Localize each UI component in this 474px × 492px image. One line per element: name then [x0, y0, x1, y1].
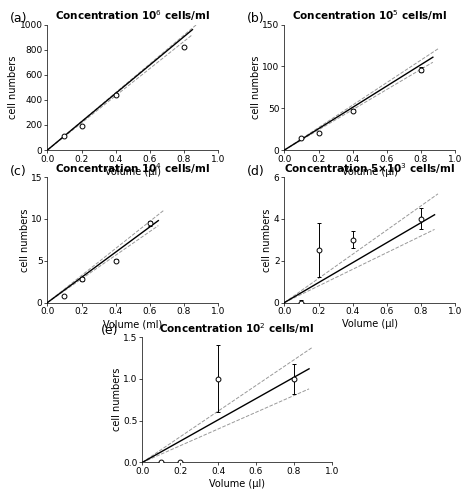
Title: Concentration 10$^{6}$ cells/ml: Concentration 10$^{6}$ cells/ml — [55, 9, 210, 24]
Text: (e): (e) — [100, 325, 118, 338]
X-axis label: Volume (μl): Volume (μl) — [342, 167, 398, 177]
X-axis label: Volume (μl): Volume (μl) — [342, 319, 398, 329]
Text: (d): (d) — [247, 164, 264, 178]
Title: Concentration 10$^{2}$ cells/ml: Concentration 10$^{2}$ cells/ml — [159, 321, 315, 336]
Title: Concentration 5×10$^{3}$ cells/ml: Concentration 5×10$^{3}$ cells/ml — [284, 161, 456, 176]
Y-axis label: cell numbers: cell numbers — [251, 56, 261, 119]
X-axis label: Volume (μl): Volume (μl) — [209, 479, 265, 489]
Text: (c): (c) — [10, 164, 27, 178]
Y-axis label: cell numbers: cell numbers — [111, 368, 121, 431]
X-axis label: Volume (ml): Volume (ml) — [103, 319, 162, 329]
Y-axis label: cell numbers: cell numbers — [19, 208, 30, 272]
Y-axis label: cell numbers: cell numbers — [263, 208, 273, 272]
Y-axis label: cell numbers: cell numbers — [8, 56, 18, 119]
Title: Concentration 10$^{5}$ cells/ml: Concentration 10$^{5}$ cells/ml — [292, 9, 447, 24]
X-axis label: Volume (μl): Volume (μl) — [105, 167, 161, 177]
Title: Concentration 10$^{4}$ cells/ml: Concentration 10$^{4}$ cells/ml — [55, 161, 210, 176]
Text: (b): (b) — [247, 12, 264, 25]
Text: (a): (a) — [10, 12, 27, 25]
